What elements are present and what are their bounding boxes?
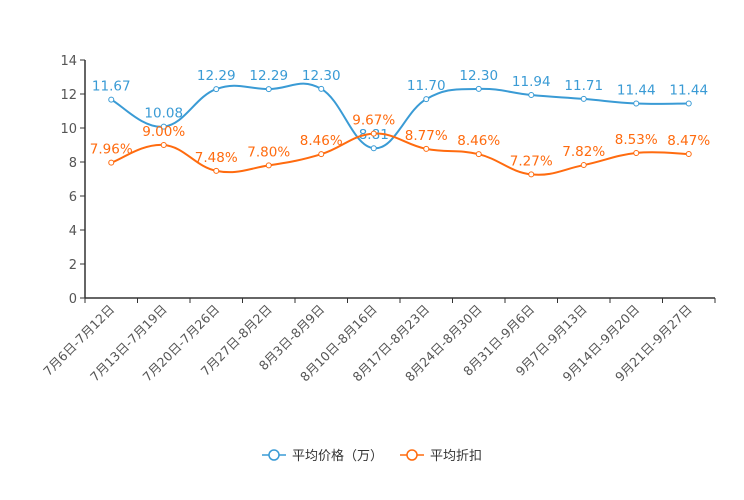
data-label: 10.08 (144, 106, 183, 122)
data-label: 8.46% (300, 133, 343, 149)
data-label: 8.47% (667, 133, 710, 149)
data-label: 9.00% (142, 124, 185, 140)
data-label: 7.80% (247, 144, 290, 160)
data-point (318, 85, 325, 92)
data-label: 11.71 (564, 78, 603, 94)
y-tick-label: 12 (60, 88, 77, 103)
data-label: 8.77% (405, 128, 448, 144)
y-tick-label: 0 (69, 292, 77, 307)
data-point (475, 85, 482, 92)
data-label: 11.94 (512, 74, 551, 90)
data-point (423, 145, 430, 152)
data-label: 11.67 (92, 79, 131, 95)
data-point (108, 159, 115, 166)
data-point (160, 123, 167, 130)
data-point (370, 130, 377, 137)
data-point (633, 100, 640, 107)
data-point (213, 167, 220, 174)
data-point (685, 151, 692, 158)
data-point (108, 96, 115, 103)
data-point (633, 149, 640, 156)
data-point (528, 171, 535, 178)
data-label: 11.70 (407, 78, 446, 94)
legend-marker-0 (268, 449, 280, 461)
data-label: 11.44 (617, 83, 656, 99)
data-point (423, 96, 430, 103)
legend-label-0: 平均价格（万） (292, 448, 383, 464)
data-point (265, 162, 272, 169)
data-point (580, 95, 587, 102)
data-label: 8.53% (615, 132, 658, 148)
data-label: 12.29 (197, 68, 236, 84)
data-point (160, 142, 167, 148)
data-label: 7.96% (90, 142, 133, 158)
y-tick-label: 4 (69, 224, 77, 239)
data-point (528, 92, 535, 99)
data-label: 7.82% (562, 144, 605, 160)
y-tick-label: 6 (69, 190, 77, 205)
legend-label-1: 平均折扣 (430, 449, 482, 464)
data-label: 12.29 (249, 68, 288, 84)
y-tick-label: 14 (60, 54, 77, 69)
data-label: 9.67% (352, 113, 395, 129)
y-tick-label: 10 (60, 122, 77, 137)
data-point (475, 151, 482, 158)
data-label: 7.48% (195, 150, 238, 166)
data-point (580, 162, 587, 169)
y-tick-label: 2 (69, 258, 77, 273)
data-point (685, 100, 692, 107)
series-line-1 (110, 132, 689, 176)
data-point (265, 86, 272, 93)
data-label: 11.44 (669, 83, 708, 99)
data-point (370, 145, 377, 152)
data-label: 12.30 (459, 68, 498, 84)
data-label: 7.27% (510, 153, 553, 169)
y-tick-label: 8 (69, 156, 77, 171)
data-label: 12.30 (302, 68, 341, 84)
data-point (318, 151, 325, 158)
data-point (213, 86, 220, 93)
legend-marker-1 (406, 449, 418, 461)
data-label: 8.46% (457, 133, 500, 149)
